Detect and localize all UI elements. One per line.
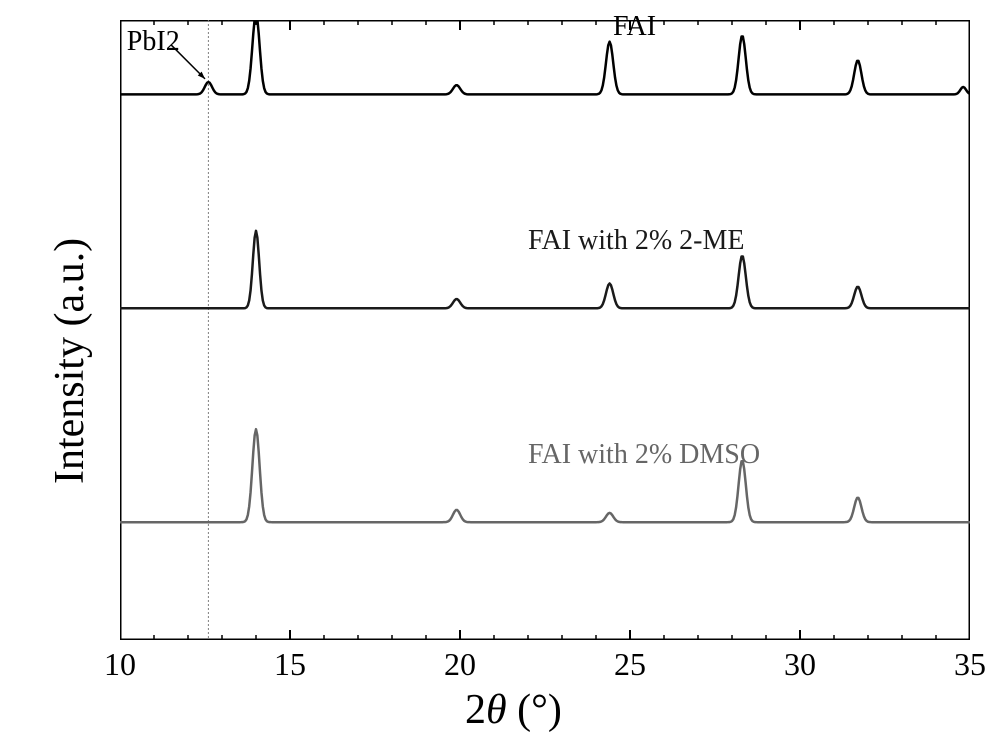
x-tick-label: 25: [605, 646, 655, 683]
plot-svg: [120, 20, 970, 640]
xlabel-prefix: 2: [465, 687, 486, 733]
pbi2-annotation: PbI2: [127, 26, 180, 58]
x-axis-label: 2θ (°): [465, 686, 562, 734]
x-tick-label: 30: [775, 646, 825, 683]
xrd-figure: Intensity (a.u.) 10 15 20 25 30 35 2θ (°) FAI…: [0, 0, 1000, 748]
series-label: FAI with 2% DMSO: [528, 439, 760, 471]
x-tick-label: 15: [265, 646, 315, 683]
series-label: FAI with 2% 2-ME: [528, 225, 744, 257]
x-tick-label: 10: [95, 646, 145, 683]
x-tick-label: 35: [945, 646, 995, 683]
series-label: FAI: [613, 11, 656, 43]
xlabel-suffix: (°): [507, 687, 562, 733]
y-axis-label: Intensity (a.u.): [46, 184, 94, 484]
x-tick-label: 20: [435, 646, 485, 683]
plot-area: [120, 20, 970, 640]
xlabel-theta: θ: [486, 687, 507, 733]
